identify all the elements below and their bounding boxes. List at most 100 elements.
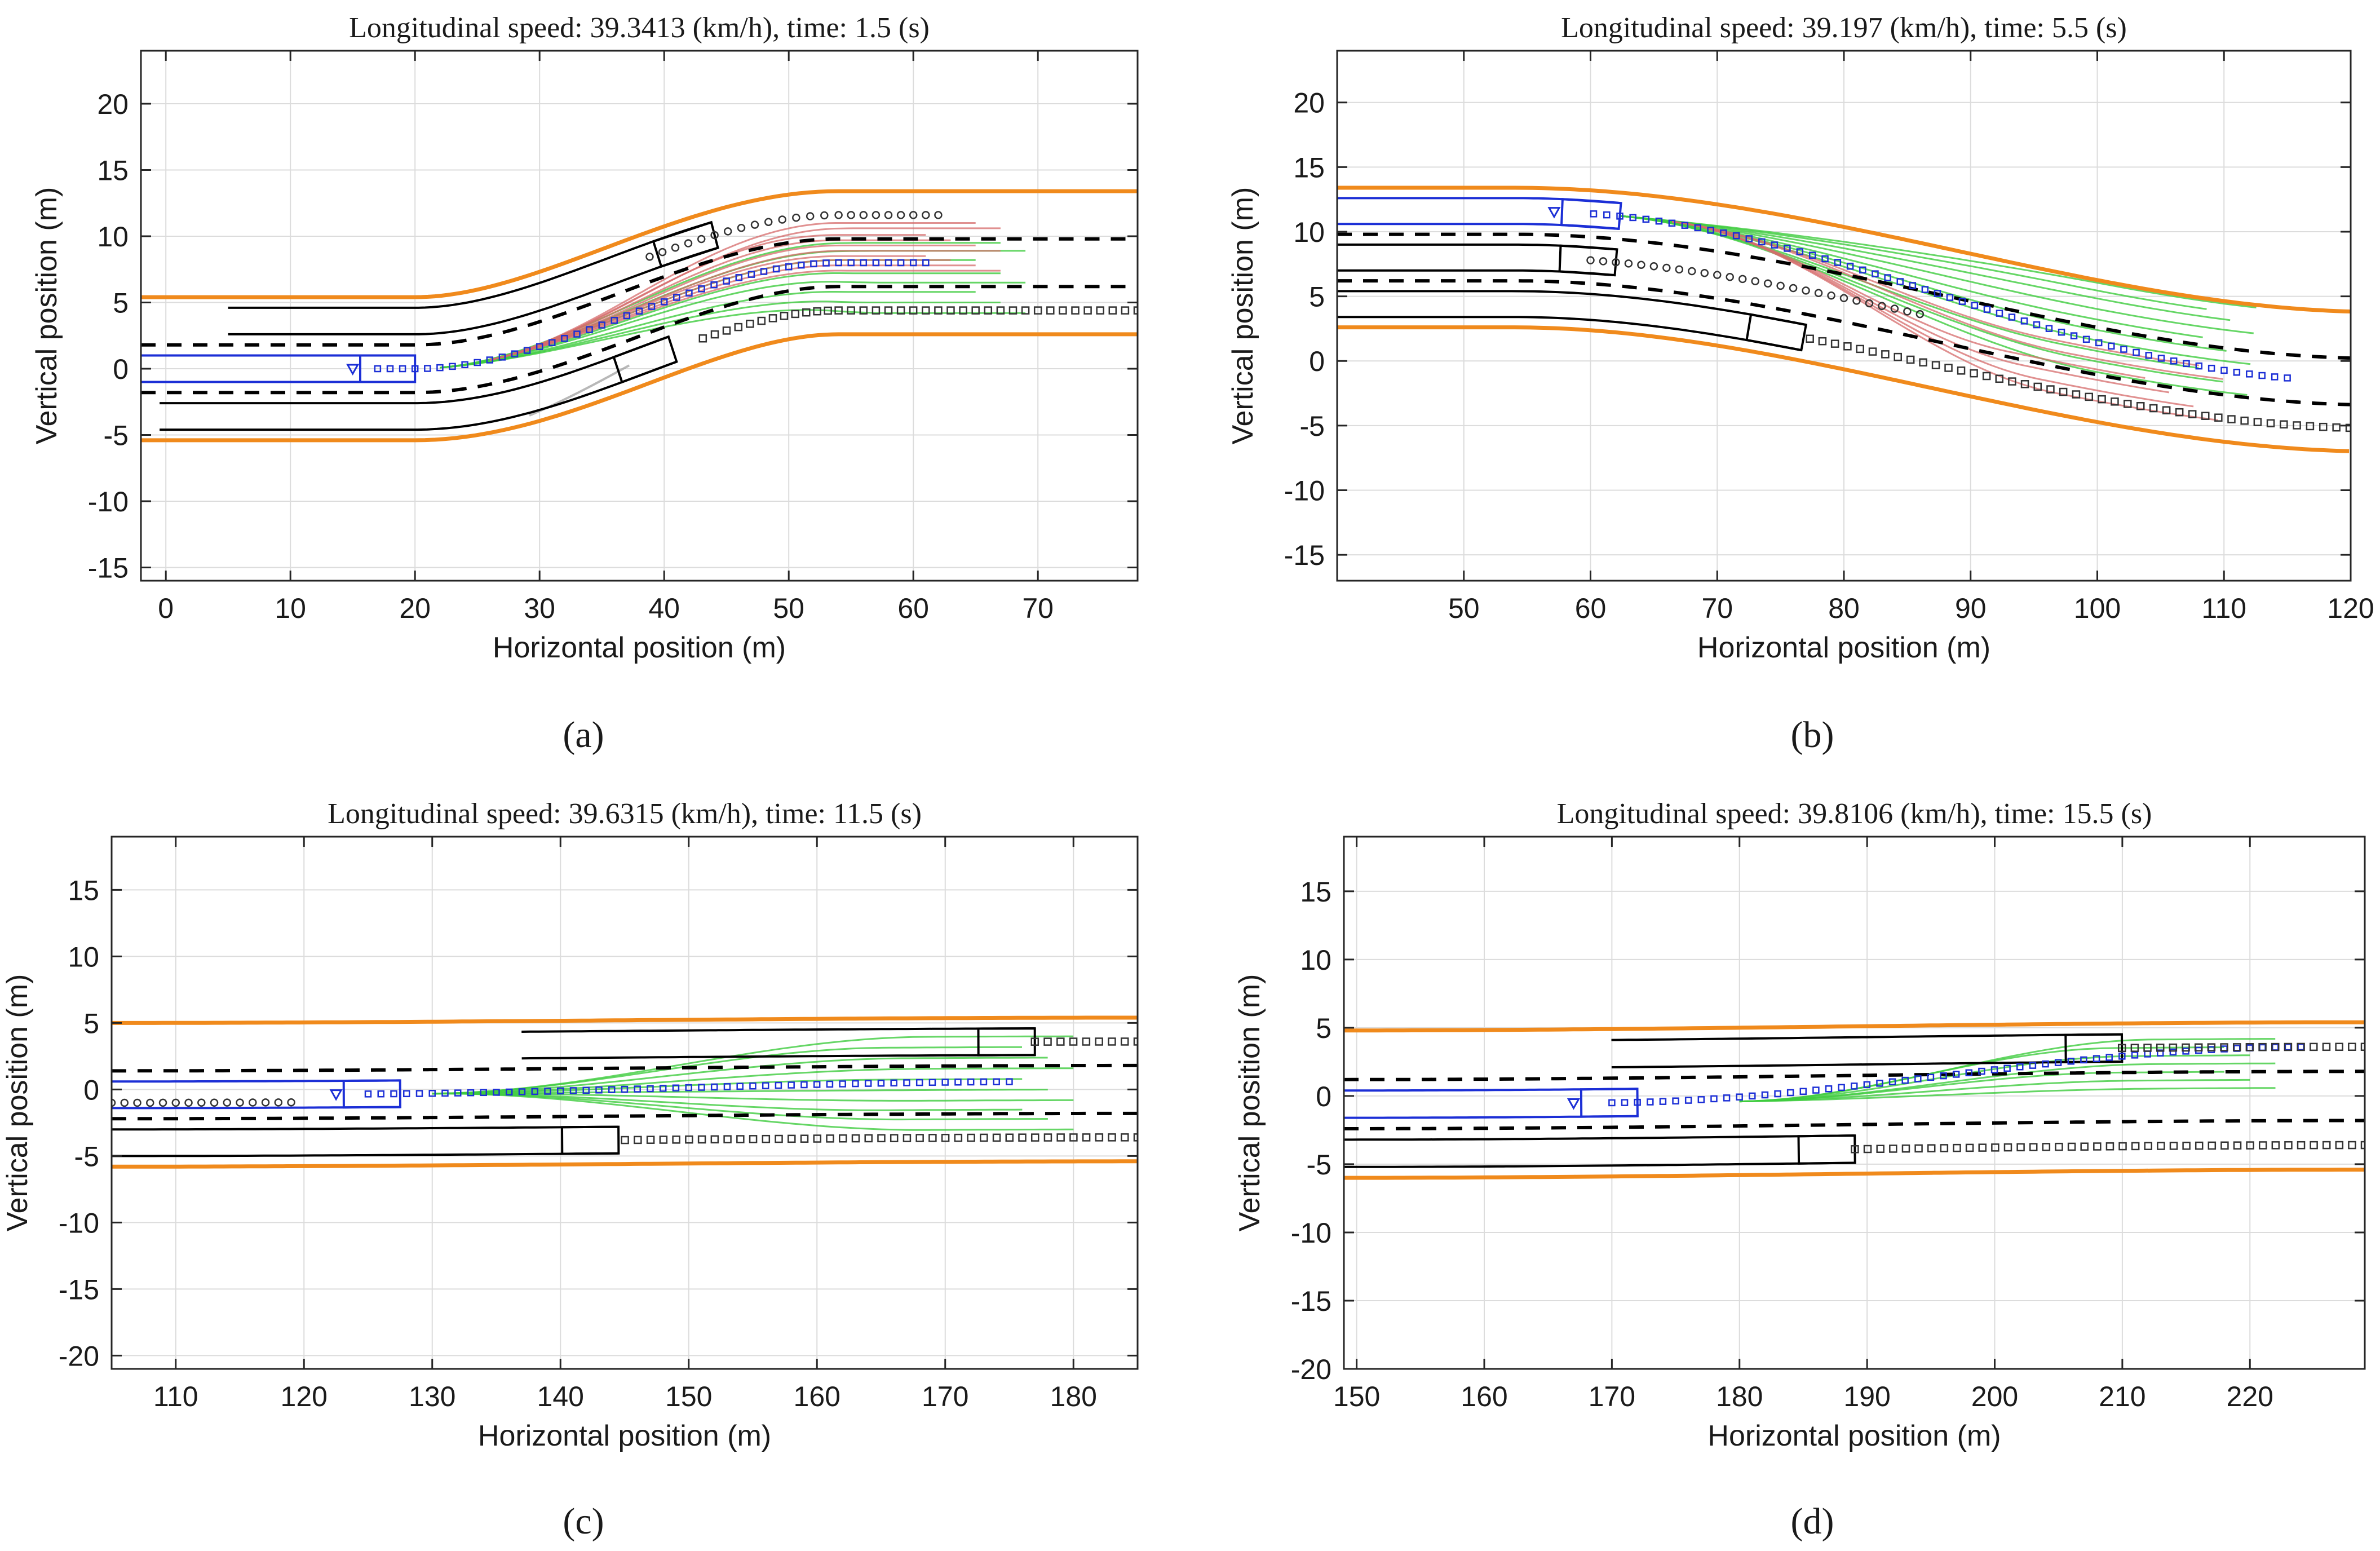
vehicle-path-marker bbox=[1894, 352, 1902, 361]
vehicle-path-marker bbox=[2220, 1043, 2228, 1051]
ego-path-marker bbox=[1642, 215, 1650, 223]
candidate-path-safe bbox=[1620, 215, 2231, 321]
ego-path-marker bbox=[1629, 214, 1636, 222]
ego-path-marker bbox=[941, 1079, 949, 1086]
vehicle-path-marker bbox=[1018, 1133, 1027, 1142]
vehicle-path-marker bbox=[2319, 422, 2328, 431]
ego-path-marker bbox=[511, 350, 519, 357]
ego-path-marker bbox=[2284, 374, 2291, 382]
ego-path-marker bbox=[1608, 1099, 1616, 1107]
ego-path-marker bbox=[762, 1082, 769, 1089]
ego-path-marker bbox=[536, 343, 543, 351]
ego-path-marker bbox=[2157, 1049, 2164, 1057]
vehicle-path-marker bbox=[2169, 1043, 2178, 1052]
ego-path-marker bbox=[561, 335, 568, 342]
ego-path-marker bbox=[1590, 210, 1598, 218]
vehicle-path-marker bbox=[2220, 1141, 2229, 1150]
vehicle-path-marker bbox=[1083, 306, 1092, 315]
ego-vehicle-body bbox=[1580, 1088, 1639, 1118]
ego-path-marker bbox=[747, 271, 755, 278]
vehicle-path-marker bbox=[909, 306, 918, 315]
vehicle-path-marker bbox=[1056, 1037, 1065, 1046]
vehicle-path-marker bbox=[2143, 1044, 2152, 1052]
x-tick-label: 210 bbox=[2099, 1381, 2145, 1412]
vehicle-path-marker bbox=[959, 306, 967, 315]
candidate-path-safe bbox=[432, 1089, 1048, 1095]
vehicle-path-marker bbox=[768, 314, 777, 322]
vehicle-path-marker bbox=[2105, 1142, 2114, 1151]
vehicle-path-marker bbox=[1965, 1143, 1974, 1152]
ego-path-marker bbox=[505, 1088, 513, 1096]
ego-path-marker bbox=[2042, 1060, 2049, 1068]
vehicle-path-marker bbox=[722, 326, 731, 335]
ego-position-marker bbox=[1547, 207, 1561, 219]
vehicle-path-marker bbox=[1970, 369, 1978, 378]
vehicle-path-marker bbox=[2280, 420, 2288, 428]
ego-path-marker bbox=[1846, 262, 1854, 270]
vehicle-path-marker bbox=[1108, 306, 1117, 315]
vehicle-path-marker bbox=[824, 306, 832, 315]
y-tick-label: -10 bbox=[1284, 475, 1325, 507]
vehicle-path-marker bbox=[2253, 418, 2262, 426]
ego-path-marker bbox=[474, 359, 481, 366]
vehicle-path-marker bbox=[2284, 1141, 2293, 1150]
vehicle-path-marker bbox=[791, 310, 799, 319]
predicted-path-vehicle-upper bbox=[645, 211, 943, 261]
ego-path-marker bbox=[903, 1079, 910, 1086]
candidate-path-safe bbox=[440, 272, 1001, 369]
x-tick-label: 50 bbox=[1448, 593, 1480, 624]
vehicle-path-marker bbox=[210, 1098, 219, 1107]
road-boundary bbox=[141, 332, 1138, 443]
vehicle-path-marker bbox=[1637, 260, 1645, 269]
ego-path-marker bbox=[544, 1088, 551, 1095]
ego-path-marker bbox=[2133, 348, 2140, 356]
vehicle-path-marker bbox=[710, 1135, 719, 1144]
vehicle-path-marker bbox=[2020, 380, 2029, 388]
vehicle-path-marker bbox=[1856, 344, 1864, 353]
vehicle-path-marker bbox=[2258, 1042, 2267, 1051]
x-tick-label: 160 bbox=[794, 1381, 840, 1412]
ego-position-marker bbox=[346, 364, 360, 376]
vehicle-path-marker bbox=[1818, 337, 1827, 346]
vehicle-path-marker bbox=[1995, 374, 2004, 383]
predicted-path-vehicle-history bbox=[112, 1098, 295, 1107]
ego-vehicle-body bbox=[1560, 198, 1622, 231]
ego-path-marker bbox=[800, 1081, 808, 1089]
vehicle-path-marker bbox=[1830, 339, 1839, 348]
y-tick-label: 0 bbox=[83, 1074, 99, 1106]
vehicle-path-marker bbox=[1982, 372, 1991, 381]
x-tick-label: 200 bbox=[1971, 1381, 2018, 1412]
predicted-path-ego bbox=[364, 1078, 1013, 1098]
ego-path-marker bbox=[1603, 211, 1611, 219]
vehicle-path-marker bbox=[2042, 1143, 2051, 1151]
ego-path-marker bbox=[2246, 370, 2253, 378]
chart-title: Longitudinal speed: 39.3413 (km/h), time… bbox=[349, 12, 930, 44]
vehicle-path-marker bbox=[2201, 412, 2210, 420]
ego-path-marker bbox=[493, 1089, 500, 1096]
grid bbox=[1337, 51, 2351, 581]
vehicle-path-marker bbox=[2080, 1142, 2089, 1151]
vehicle-path-marker bbox=[2016, 1143, 2025, 1152]
vehicle-path-marker bbox=[2008, 377, 2016, 386]
vehicle-path-marker bbox=[133, 1098, 141, 1107]
vehicle-path-marker bbox=[1914, 1144, 1923, 1153]
ego-path-marker bbox=[1723, 1094, 1731, 1102]
y-tick-label: 0 bbox=[1309, 346, 1325, 377]
vehicle-path-marker bbox=[2162, 406, 2171, 414]
chart-panel-d: 150 160 170 180 190 200 210 220 -20 -15 -10 -5 0 5 10 1… bbox=[1233, 798, 2366, 1542]
ego-path-marker bbox=[2108, 342, 2115, 350]
vehicle-path-marker bbox=[1120, 1037, 1129, 1046]
ego-path-marker bbox=[2067, 1058, 2075, 1065]
ego-path-marker bbox=[1909, 282, 1917, 289]
vehicle-path-marker bbox=[984, 306, 993, 315]
vehicle-path-marker bbox=[864, 1134, 873, 1143]
ego-path-marker bbox=[1850, 1082, 1858, 1090]
vehicle-path-marker bbox=[2144, 1142, 2153, 1150]
vehicle-path-marker bbox=[813, 307, 821, 316]
ego-path-marker bbox=[1745, 235, 1753, 242]
vehicle-path-marker bbox=[1612, 258, 1620, 267]
vehicle-path-marker bbox=[971, 306, 980, 315]
vehicle-path-marker bbox=[2175, 408, 2184, 417]
ego-path-marker bbox=[2131, 1051, 2139, 1059]
ego-path-marker bbox=[623, 312, 631, 320]
